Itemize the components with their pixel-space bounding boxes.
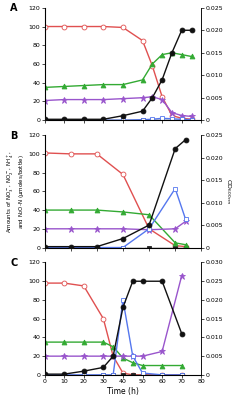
Y-axis label: OD$_{600nm}$: OD$_{600nm}$ [224,178,233,205]
Text: C: C [10,258,17,268]
Text: A: A [10,3,18,13]
X-axis label: Time (h): Time (h) [107,387,139,396]
Text: B: B [10,131,18,141]
Y-axis label: Amounts of NO$_3^-$, NO$_2^-$, NH$_4^+$,
and N$_2$O-N (μmoles/bottle): Amounts of NO$_3^-$, NO$_2^-$, NH$_4^+$,… [5,150,26,233]
